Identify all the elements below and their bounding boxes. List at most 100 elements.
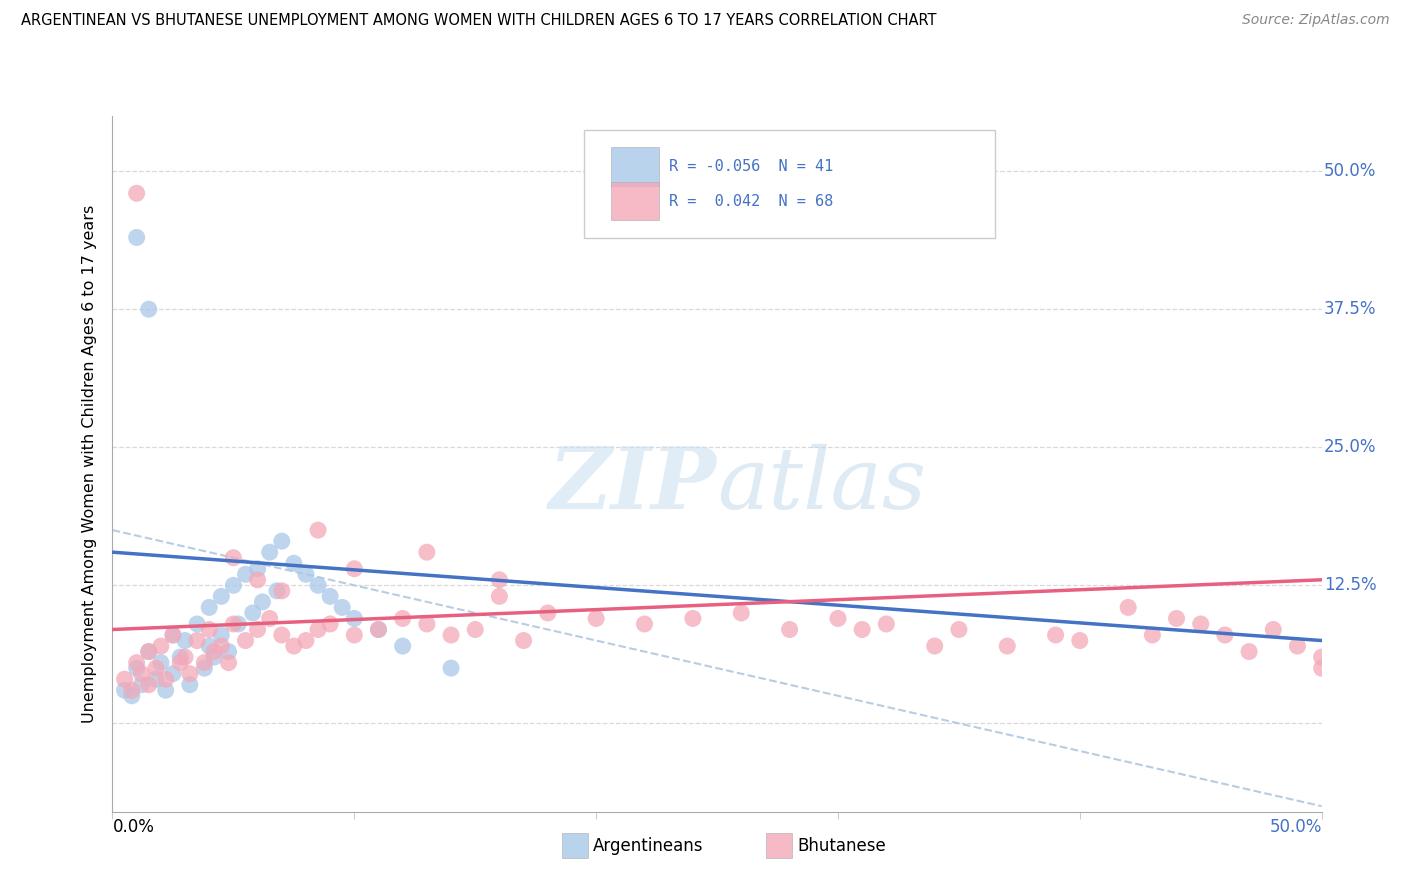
Point <box>162 628 184 642</box>
Point <box>1069 633 1091 648</box>
Point <box>330 600 353 615</box>
Point <box>125 230 148 244</box>
Point <box>179 666 201 681</box>
Text: Bhutanese: Bhutanese <box>797 837 886 855</box>
Point <box>266 583 288 598</box>
Point <box>283 556 305 570</box>
FancyBboxPatch shape <box>583 130 995 238</box>
Point <box>464 623 486 637</box>
Point <box>186 633 208 648</box>
Point <box>1310 661 1333 675</box>
FancyBboxPatch shape <box>610 147 659 186</box>
Point <box>209 590 232 604</box>
Point <box>367 623 389 637</box>
Point <box>827 611 849 625</box>
Point <box>512 633 534 648</box>
Point <box>209 628 232 642</box>
Point <box>186 617 208 632</box>
Point <box>779 623 801 637</box>
Point <box>138 644 160 658</box>
Point <box>924 639 946 653</box>
Point <box>391 611 413 625</box>
Point <box>202 650 225 665</box>
Point <box>537 606 560 620</box>
Point <box>125 656 148 670</box>
Point <box>730 606 752 620</box>
Point <box>198 623 221 637</box>
Point <box>1189 617 1212 632</box>
Point <box>218 644 240 658</box>
Point <box>319 590 342 604</box>
Point <box>488 573 510 587</box>
Text: ARGENTINEAN VS BHUTANESE UNEMPLOYMENT AMONG WOMEN WITH CHILDREN AGES 6 TO 17 YEA: ARGENTINEAN VS BHUTANESE UNEMPLOYMENT AM… <box>21 13 936 29</box>
Text: ZIP: ZIP <box>550 443 717 526</box>
Text: R =  0.042  N = 68: R = 0.042 N = 68 <box>669 194 832 209</box>
Text: Argentineans: Argentineans <box>593 837 704 855</box>
Point <box>114 683 136 698</box>
Point <box>138 678 160 692</box>
Point <box>222 617 245 632</box>
Text: 50.0%: 50.0% <box>1324 162 1376 180</box>
Point <box>235 567 257 582</box>
Point <box>1045 628 1067 642</box>
Point <box>1116 600 1139 615</box>
Point <box>270 583 292 598</box>
Text: Source: ZipAtlas.com: Source: ZipAtlas.com <box>1241 13 1389 28</box>
Point <box>169 656 191 670</box>
Point <box>682 611 704 625</box>
Point <box>948 623 970 637</box>
Point <box>246 573 269 587</box>
Point <box>155 672 177 686</box>
Point <box>226 617 249 632</box>
Point <box>440 628 463 642</box>
Point <box>174 650 197 665</box>
Point <box>246 623 269 637</box>
Point <box>149 656 172 670</box>
Point <box>1213 628 1236 642</box>
Point <box>633 617 655 632</box>
Point <box>367 623 389 637</box>
Point <box>343 628 366 642</box>
Point <box>343 562 366 576</box>
Point <box>252 595 274 609</box>
Point <box>131 666 153 681</box>
Point <box>416 545 439 559</box>
Point <box>246 562 269 576</box>
Text: 50.0%: 50.0% <box>1270 818 1322 837</box>
Point <box>202 644 225 658</box>
Point <box>179 678 201 692</box>
Point <box>138 644 160 658</box>
Point <box>307 578 329 592</box>
Point <box>222 578 245 592</box>
Point <box>307 523 329 537</box>
Point <box>121 683 143 698</box>
Point <box>222 550 245 565</box>
Point <box>235 633 257 648</box>
Point <box>875 617 897 632</box>
Point <box>1310 650 1333 665</box>
Point <box>416 617 439 632</box>
Point <box>259 611 281 625</box>
Point <box>391 639 413 653</box>
Point <box>155 683 177 698</box>
Point <box>295 567 318 582</box>
Point <box>125 186 148 201</box>
Point <box>585 611 607 625</box>
Point <box>343 611 366 625</box>
Point <box>149 639 172 653</box>
Point <box>162 628 184 642</box>
Point <box>851 623 873 637</box>
Point <box>1142 628 1164 642</box>
Point <box>209 639 232 653</box>
Y-axis label: Unemployment Among Women with Children Ages 6 to 17 years: Unemployment Among Women with Children A… <box>82 205 97 723</box>
Point <box>488 590 510 604</box>
Point <box>1237 644 1260 658</box>
Point <box>145 672 167 686</box>
Point <box>131 678 153 692</box>
Text: 25.0%: 25.0% <box>1324 438 1376 457</box>
Point <box>198 639 221 653</box>
Point <box>1263 623 1285 637</box>
Point <box>162 666 184 681</box>
Point <box>307 623 329 637</box>
Point <box>169 650 191 665</box>
